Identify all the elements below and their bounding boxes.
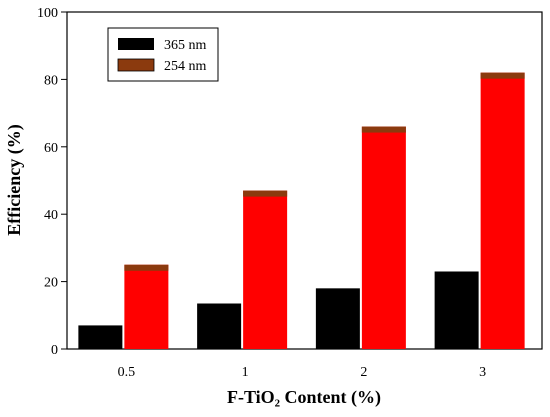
x-axis-ticks: 0.5 1 2 3 — [118, 365, 487, 380]
x-tick-label: 3 — [479, 365, 486, 380]
bar-254nm-cap — [124, 264, 169, 271]
y-tick-label: 100 — [37, 6, 58, 21]
bar-365nm — [434, 271, 479, 349]
bar-254nm-cap — [243, 190, 288, 197]
y-tick-label: 40 — [44, 208, 58, 223]
y-axis-ticks: 0 20 40 60 80 100 — [37, 6, 67, 358]
bar-254nm — [243, 190, 288, 349]
y-tick-label: 80 — [44, 73, 58, 88]
x-tick-label: 2 — [360, 365, 367, 380]
legend-swatch-365nm — [118, 38, 154, 50]
bars-group — [78, 72, 525, 349]
plot-frame — [66, 11, 543, 350]
bar-254nm — [480, 72, 525, 349]
bar-254nm — [361, 126, 406, 349]
y-axis-title: Efficiency (%) — [4, 124, 25, 235]
bar-365nm — [197, 303, 242, 349]
legend-label-365nm: 365 nm — [164, 38, 207, 53]
y-tick-label: 0 — [51, 343, 58, 358]
bar-254nm-cap — [480, 72, 525, 79]
legend-box — [107, 27, 219, 82]
plot-area: 0 20 40 60 80 100 0.5 1 2 3 — [37, 6, 543, 380]
x-axis-title: F-TiO₂ Content (%) — [227, 387, 381, 408]
x-tick-label: 1 — [242, 365, 249, 380]
y-tick-label: 60 — [44, 141, 58, 156]
bar-365nm — [315, 288, 360, 349]
bar-254nm-cap — [361, 126, 406, 133]
legend-swatch-254nm — [117, 58, 155, 72]
y-tick-label: 20 — [44, 276, 58, 291]
bar-254nm — [124, 264, 169, 349]
x-tick-label: 0.5 — [118, 365, 136, 380]
legend-label-254nm: 254 nm — [164, 59, 207, 74]
legend: 365 nm 254 nm — [107, 27, 219, 82]
bar-365nm — [78, 325, 123, 349]
